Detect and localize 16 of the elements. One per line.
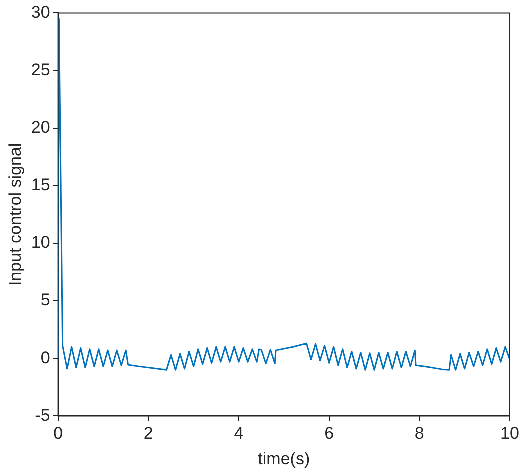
x-tick-label: 2 [144, 424, 154, 444]
x-tick-label: 0 [54, 424, 64, 444]
y-axis-title: Input control signal [6, 143, 25, 286]
y-tick-label: 5 [40, 290, 50, 310]
x-tick-label: 4 [234, 424, 244, 444]
x-tick-label: 10 [500, 424, 520, 444]
y-tick-label: 15 [31, 176, 50, 195]
y-tick-label: 25 [31, 60, 50, 80]
y-tick-label: 20 [31, 118, 50, 138]
x-tick-label: 6 [324, 424, 334, 444]
y-tick-label: 0 [40, 348, 50, 368]
x-axis-title: time(s) [258, 449, 310, 468]
y-tick-label: 10 [31, 233, 50, 252]
y-tick-label: 30 [31, 2, 50, 22]
y-tick-label: -5 [35, 406, 50, 425]
x-tick-label: 8 [414, 424, 424, 444]
